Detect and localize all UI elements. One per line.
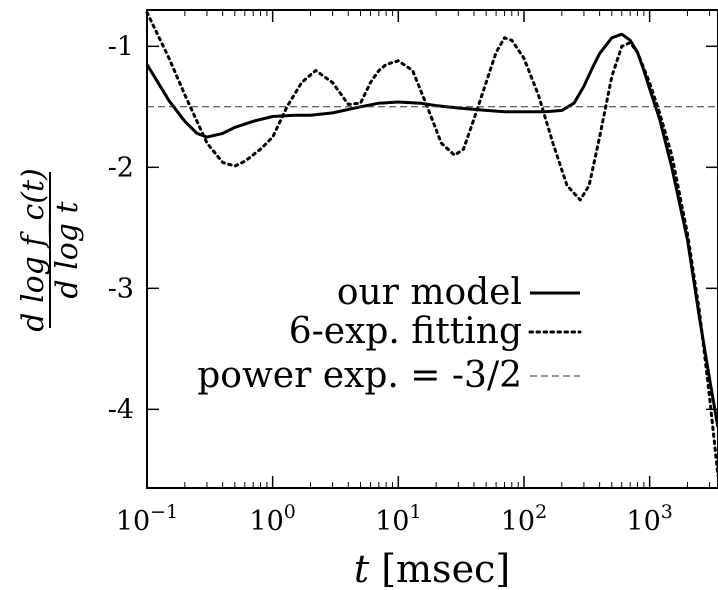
x-axis-label-unit: [msec] bbox=[381, 547, 510, 590]
series-line-dotted bbox=[145, 10, 718, 478]
x-tick-label: 101 bbox=[375, 501, 421, 537]
legend-label: 6-exp. fitting bbox=[289, 311, 522, 352]
legend-label: our model bbox=[337, 272, 522, 313]
y-axis-label-numerator: d log f_c(t) bbox=[16, 168, 51, 332]
x-axis-label: t [msec] bbox=[354, 547, 510, 590]
series-layer bbox=[145, 10, 718, 478]
y-tick-label: -2 bbox=[108, 152, 134, 183]
legend-label: power exp. = -3/2 bbox=[197, 355, 522, 396]
ticks bbox=[146, 10, 718, 488]
y-tick-labels: -1 -2 -3 -4 bbox=[108, 31, 134, 425]
y-axis-label: d log f_c(t) d log t bbox=[16, 168, 85, 332]
y-tick-label: -4 bbox=[108, 394, 134, 425]
x-tick-label: 10−1 bbox=[116, 501, 178, 537]
plot-frame bbox=[146, 9, 718, 489]
y-tick-label: -1 bbox=[108, 31, 134, 62]
x-tick-label: 100 bbox=[249, 501, 295, 537]
x-axis-label-var: t bbox=[354, 547, 370, 590]
series-line-solid bbox=[145, 32, 718, 428]
x-tick-label: 103 bbox=[626, 501, 672, 537]
y-axis-label-denominator: d log t bbox=[50, 200, 85, 298]
y-tick-label: -3 bbox=[108, 273, 134, 304]
x-tick-label: 102 bbox=[501, 501, 547, 537]
x-tick-labels: 10−1 100 101 102 103 bbox=[116, 501, 673, 537]
